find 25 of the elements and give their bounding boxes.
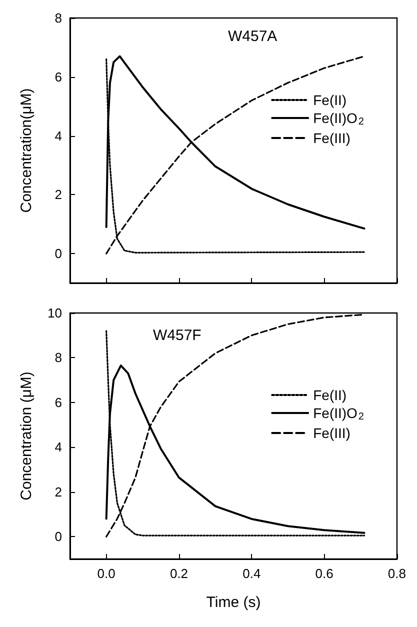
y-tick-label: 10 bbox=[48, 306, 62, 320]
x-tick-label: 0.8 bbox=[388, 566, 406, 581]
x-tick-label: 0.6 bbox=[315, 566, 334, 581]
x-tick-label: 0.4 bbox=[242, 566, 261, 581]
legend-label: Fe(II) bbox=[313, 387, 347, 403]
x-tick-label: 0.2 bbox=[170, 566, 188, 581]
y-axis-title: Concentration (μM) bbox=[18, 372, 35, 500]
legend-label: Fe(III) bbox=[313, 425, 350, 441]
y-tick-label: 6 bbox=[54, 394, 62, 410]
x-axis-title: Time (s) bbox=[206, 594, 261, 611]
y-axis-title: Concentration(μM) bbox=[18, 88, 35, 213]
y-tick-label: 2 bbox=[54, 484, 62, 500]
y-tick-label: 0 bbox=[54, 529, 62, 544]
text: W457A bbox=[228, 28, 278, 45]
legend-label: Fe(II) bbox=[313, 92, 347, 108]
y-tick-label: 2 bbox=[54, 187, 62, 202]
y-tick-label: 8 bbox=[54, 10, 62, 26]
y-tick-label: 4 bbox=[54, 440, 62, 455]
x-tick-label: 0.0 bbox=[97, 566, 116, 581]
text: W457F bbox=[153, 327, 202, 344]
y-tick-label: 6 bbox=[54, 69, 62, 84]
y-tick-label: 4 bbox=[54, 128, 62, 144]
y-tick-label: 8 bbox=[54, 350, 62, 366]
legend-label: Fe(III) bbox=[313, 130, 350, 146]
y-tick-label: 0 bbox=[54, 246, 62, 262]
